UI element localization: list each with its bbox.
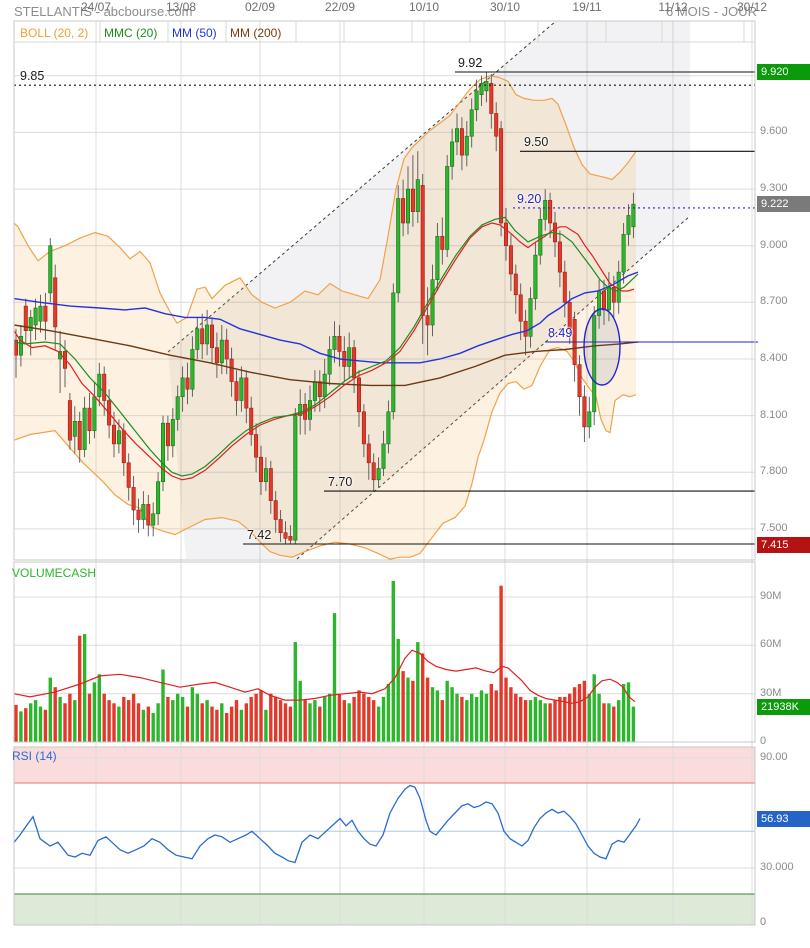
legend-item-bollinger: BOLL (20, 2) — [20, 26, 89, 40]
chart-title: STELLANTIS - abcbourse.com — [14, 4, 193, 19]
volume-panel-label: VOLUMECASH — [12, 566, 97, 580]
price-axis-tick: 7.500 — [760, 521, 788, 534]
price-axis-tick: 8.400 — [760, 352, 788, 364]
volume-axis-tick: 30M — [760, 686, 782, 699]
level-label-9.92: 9.92 — [458, 56, 483, 70]
rsi-axis-tick: 30.000 — [760, 861, 794, 873]
price-axis-tick: 8.700 — [760, 295, 788, 308]
level-label-8.49: 8.49 — [548, 326, 573, 340]
badge-rsi-value: 56.93 — [757, 810, 810, 827]
rsi-axis-tick: 0 — [760, 916, 767, 928]
volume-axis-tick: 60M — [760, 638, 782, 651]
date-axis-tick: 19/11 — [572, 0, 602, 14]
level-label-9.50: 9.50 — [524, 135, 549, 150]
rsi-axis-tick: 90.00 — [760, 751, 788, 763]
date-axis-tick: 02/09 — [244, 0, 276, 14]
legend-item-mmc20: MMC (20) — [104, 26, 158, 40]
badge-last-volume: 21938K — [757, 698, 810, 715]
date-axis-tick: 13/08 — [165, 0, 197, 14]
chart-period-selector: 6 MOIS - JOUR — [665, 4, 757, 19]
price-axis-tick: 9.000 — [760, 238, 788, 251]
legend-item-mm200: MM (200) — [230, 26, 282, 40]
badge-period-low: 7.415 — [757, 536, 810, 553]
price-axis-tick: 9.300 — [760, 182, 788, 195]
level-label-7.70: 7.70 — [328, 475, 353, 490]
level-label-9.85: 9.85 — [20, 69, 45, 84]
price-axis-tick: 9.600 — [760, 125, 788, 138]
rsi-panel-label: RSI (14) — [12, 749, 57, 763]
date-axis-tick: 10/10 — [408, 0, 440, 14]
price-axis-tick: 8.100 — [760, 408, 788, 421]
date-axis-tick: 24/07 — [80, 0, 112, 14]
volume-axis-tick: 0 — [760, 735, 767, 747]
date-axis-tick: 30/12 — [736, 0, 768, 14]
volume-axis-tick: 90M — [760, 590, 782, 602]
level-label-7.42: 7.42 — [247, 528, 272, 542]
legend-item-mm50: MM (50) — [172, 26, 217, 40]
price-axis-tick: 7.800 — [760, 465, 788, 478]
badge-period-high: 9.920 — [757, 64, 810, 80]
date-axis-tick: 22/09 — [324, 0, 356, 14]
date-axis-tick: 30/10 — [489, 0, 521, 14]
badge-last-price: 9.222 — [757, 195, 810, 212]
date-axis-tick: 11/12 — [658, 0, 688, 14]
level-label-9.20: 9.20 — [517, 191, 542, 206]
